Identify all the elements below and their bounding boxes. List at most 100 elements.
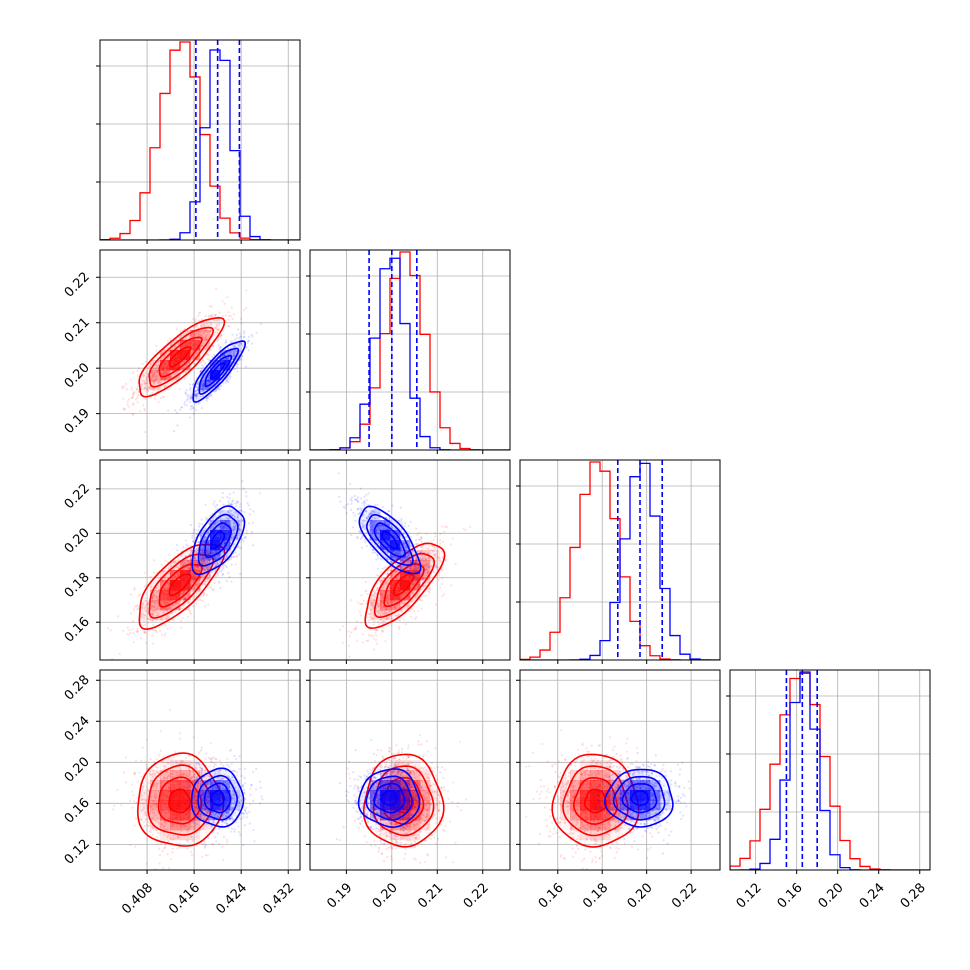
scatter-point (182, 598, 185, 601)
scatter-point (193, 355, 196, 359)
scatter-point (170, 600, 173, 603)
scatter-point (227, 347, 230, 350)
scatter-point (432, 538, 435, 541)
scatter-point (218, 361, 221, 365)
scatter-point (146, 381, 149, 384)
scatter-point (194, 390, 198, 393)
scatter-point (131, 371, 134, 374)
scatter-point (143, 630, 146, 633)
scatter-point (233, 524, 236, 527)
scatter-point (218, 570, 221, 573)
density-cell (140, 380, 151, 391)
scatter-point (140, 615, 143, 619)
density-cell (190, 340, 201, 351)
scatter-point (191, 318, 195, 321)
scatter-point (227, 503, 230, 506)
scatter-point (147, 617, 150, 621)
scatter-point (143, 381, 146, 384)
scatter-point (136, 401, 139, 404)
scatter-point (208, 305, 211, 308)
scatter-point (130, 388, 133, 391)
scatter-point (202, 594, 205, 597)
density-cell (200, 330, 211, 341)
scatter-point (156, 607, 159, 610)
scatter-point (215, 521, 218, 525)
scatter-point (151, 605, 154, 608)
scatter-point (442, 593, 446, 596)
scatter-point (164, 559, 167, 563)
scatter-point (225, 379, 228, 382)
scatter-point (219, 510, 222, 514)
scatter-point (236, 501, 239, 504)
scatter-point (180, 550, 183, 553)
scatter-point (151, 628, 154, 631)
scatter-point (375, 573, 378, 577)
scatter-point (201, 385, 204, 388)
scatter-point (228, 575, 231, 579)
scatter-point (150, 379, 154, 383)
scatter-point (207, 315, 210, 318)
scatter-point (201, 335, 204, 338)
scatter-point (439, 586, 442, 589)
scatter-point (215, 389, 218, 392)
scatter-point (233, 351, 236, 354)
scatter-point (202, 539, 205, 543)
scatter-point (185, 399, 189, 402)
scatter-point (173, 561, 176, 564)
scatter-point (236, 370, 239, 373)
scatter-point (191, 383, 195, 386)
density-cell (180, 360, 191, 371)
scatter-point (201, 343, 204, 346)
scatter-point (146, 604, 149, 607)
scatter-point (192, 357, 195, 360)
scatter-point (152, 381, 156, 384)
scatter-point (232, 354, 235, 358)
scatter-point (168, 350, 171, 353)
scatter-point (211, 517, 214, 520)
scatter-point (151, 634, 154, 637)
scatter-point (409, 520, 412, 524)
scatter-point (205, 382, 209, 385)
scatter-point (194, 549, 197, 552)
scatter-point (218, 336, 221, 339)
scatter-point (232, 351, 235, 354)
density-cell (190, 350, 201, 361)
scatter-point (183, 590, 187, 593)
scatter-point (221, 573, 225, 576)
scatter-point (242, 487, 245, 490)
scatter-point (205, 334, 208, 337)
scatter-point (214, 389, 217, 393)
scatter-point (225, 579, 228, 582)
scatter-point (232, 352, 235, 355)
scatter-point (418, 531, 421, 534)
scatter-point (194, 332, 197, 335)
scatter-point (186, 559, 190, 562)
scatter-point (444, 525, 447, 528)
scatter-point (201, 383, 204, 386)
density-cell (150, 590, 161, 601)
scatter-point (183, 403, 186, 406)
scatter-point (216, 561, 219, 565)
scatter-point (186, 394, 189, 397)
scatter-point (380, 578, 384, 581)
scatter-point (192, 540, 195, 543)
scatter-point (386, 572, 390, 575)
scatter-point (215, 508, 218, 511)
scatter-point (132, 632, 135, 635)
scatter-point (227, 324, 230, 328)
scatter-point (222, 556, 225, 559)
scatter-point (180, 334, 183, 337)
scatter-point (144, 397, 147, 401)
scatter-point (212, 353, 215, 357)
scatter-point (193, 395, 197, 398)
scatter-point (207, 376, 210, 379)
scatter-point (198, 522, 201, 525)
scatter-point (193, 556, 196, 559)
scatter-point (236, 516, 239, 519)
scatter-point (187, 601, 191, 604)
scatter-point (152, 379, 156, 382)
scatter-point (151, 380, 155, 383)
scatter-point (230, 580, 233, 583)
scatter-point (185, 364, 188, 367)
scatter-point (440, 550, 444, 553)
